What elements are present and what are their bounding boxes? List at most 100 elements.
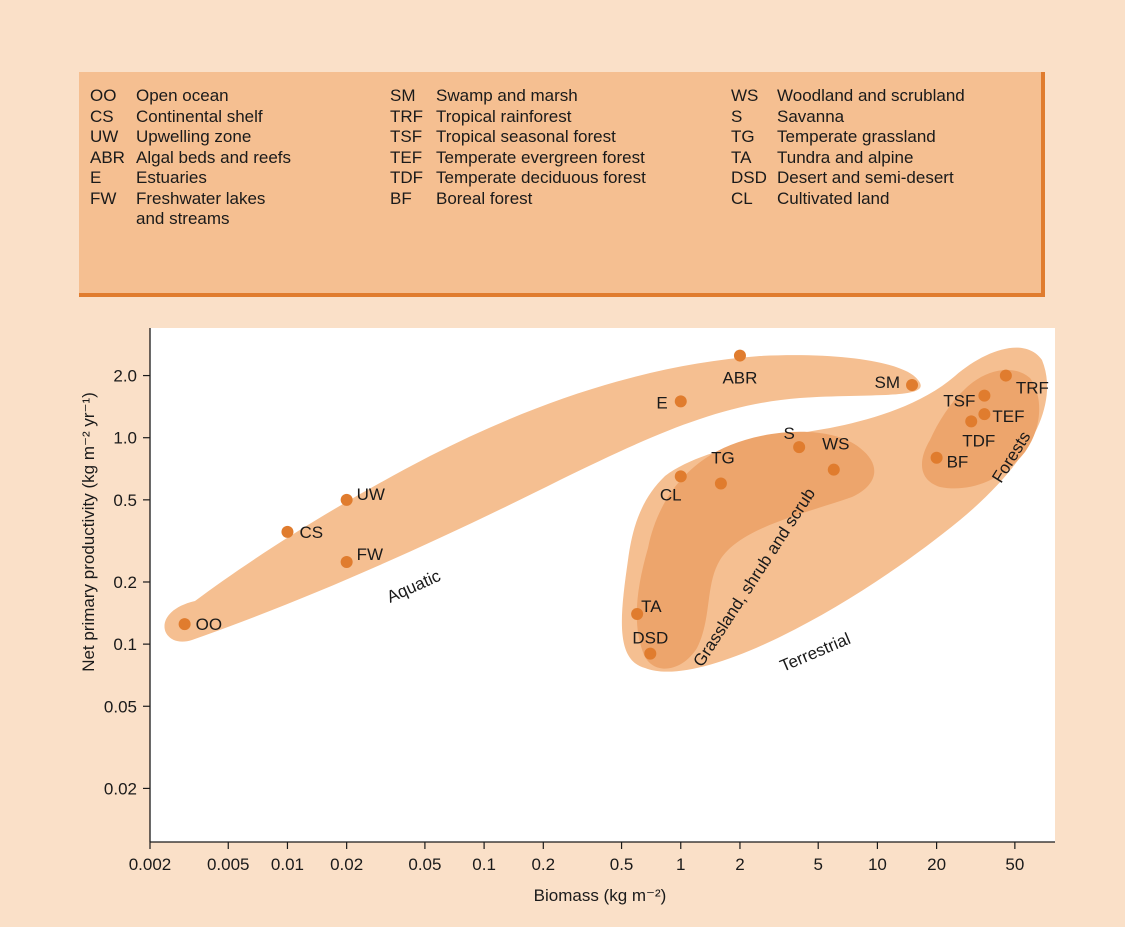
legend-entry: TEF Temperate evergreen forest: [390, 148, 646, 169]
regions: [164, 347, 1048, 672]
legend-entry: CS Continental shelf: [90, 107, 291, 128]
x-tick-label: 0.1: [472, 855, 496, 874]
data-point-abr: [733, 349, 746, 362]
x-tick-label: 0.5: [610, 855, 634, 874]
legend-entry: TA Tundra and alpine: [731, 148, 965, 169]
y-axis-label: Net primary productivity (kg m⁻² yr⁻¹): [79, 392, 98, 672]
legend-description: Temperate grassland: [777, 127, 936, 146]
legend-entry: BF Boreal forest: [390, 189, 646, 210]
x-tick-label: 50: [1005, 855, 1024, 874]
y-tick-label: 0.1: [113, 635, 137, 654]
data-point-sm: [906, 379, 919, 392]
x-tick-label: 0.01: [271, 855, 304, 874]
y-tick-label: 0.05: [104, 697, 137, 716]
legend-abbreviation: E: [90, 168, 102, 187]
data-point-trf: [999, 369, 1012, 382]
point-label-abr: ABR: [722, 369, 757, 388]
legend-description: Algal beds and reefs: [136, 147, 291, 167]
y-tick-label: 0.2: [113, 573, 137, 592]
x-tick-label: 5: [813, 855, 822, 874]
legend-entry: SM Swamp and marsh: [390, 86, 646, 107]
point-label-ws: WS: [822, 435, 849, 454]
legend-entry: TDF Temperate deciduous forest: [390, 168, 646, 189]
y-tick-label: 0.5: [113, 491, 137, 510]
x-tick-label: 0.005: [207, 855, 250, 874]
point-label-tef: TEF: [992, 407, 1024, 426]
legend-abbreviation: FW: [90, 188, 117, 208]
point-label-bf: BF: [947, 453, 969, 472]
aquatic-region: [164, 355, 921, 642]
legend-description: Open ocean: [136, 86, 229, 105]
point-label-e: E: [656, 393, 667, 412]
legend-abbreviation: OO: [90, 86, 117, 105]
legend-abbreviation: TG: [731, 127, 755, 146]
legend-description: Freshwater lakes and streams: [136, 188, 266, 229]
data-point-bf: [930, 451, 943, 464]
legend-entry: TG Temperate grassland: [731, 127, 965, 148]
data-point-e: [674, 395, 687, 408]
x-tick-label: 1: [676, 855, 685, 874]
point-label-tdf: TDF: [962, 431, 995, 450]
legend-column: WS Woodland and scrubland S Savanna TG Temper…: [731, 86, 965, 209]
region-label-terrestrial: Terrestrial: [777, 629, 853, 676]
y-tick-label: 1.0: [113, 429, 137, 448]
point-label-fw: FW: [357, 545, 383, 564]
point-label-cs: CS: [299, 523, 323, 542]
legend-entry: TRF Tropical rainforest: [390, 107, 646, 128]
legend-description: Tropical rainforest: [436, 106, 572, 126]
region-label-aquatic: Aquatic: [384, 566, 444, 607]
legend-abbreviation: SM: [390, 86, 416, 105]
legend-entry: S Savanna: [731, 107, 965, 128]
x-tick-label: 2: [735, 855, 744, 874]
data-point-tsf: [978, 389, 991, 402]
x-tick-label: 0.02: [330, 855, 363, 874]
data-point-dsd: [644, 647, 657, 660]
legend-description: Continental shelf: [136, 106, 263, 126]
point-label-ta: TA: [641, 597, 662, 616]
abbreviation-legend: OO Open ocean CS Continental shelf UW Upwelli…: [79, 72, 1045, 297]
point-label-tsf: TSF: [943, 392, 975, 411]
legend-entry: ABR Algal beds and reefs: [90, 148, 291, 169]
legend-description: Savanna: [777, 106, 845, 126]
legend-abbreviation: TRF: [390, 106, 424, 126]
data-point-s: [793, 441, 806, 454]
legend-description: Woodland and scrubland: [777, 86, 965, 105]
data-point-uw: [340, 493, 353, 506]
point-label-cl: CL: [660, 485, 682, 504]
legend-entry: FW Freshwater lakes and streams: [90, 189, 291, 230]
x-axis-label: Biomass (kg m⁻²): [534, 886, 667, 905]
legend-abbreviation: BF: [390, 188, 412, 208]
x-tick-label: 0.2: [531, 855, 555, 874]
legend-abbreviation: TEF: [390, 147, 423, 167]
x-tick-label: 20: [927, 855, 946, 874]
legend-description: Cultivated land: [777, 188, 890, 208]
x-tick-label: 10: [868, 855, 887, 874]
data-point-oo: [178, 618, 191, 631]
legend-description: Tropical seasonal forest: [436, 127, 616, 146]
legend-entry: CL Cultivated land: [731, 189, 965, 210]
legend-abbreviation: WS: [731, 86, 759, 105]
axes: 0.002 0.005 0.01 0.02 0.05 0.1 0.2 0.5 1 2 5 10 20 50…: [104, 328, 1055, 874]
data-point-fw: [340, 555, 353, 568]
legend-entry: TSF Tropical seasonal forest: [390, 127, 646, 148]
point-label-sm: SM: [875, 373, 901, 392]
legend-description: Estuaries: [136, 168, 207, 187]
legend-description: Upwelling zone: [136, 127, 252, 146]
point-label-uw: UW: [357, 485, 385, 504]
legend-abbreviation: CL: [731, 188, 753, 208]
data-point-tg: [714, 477, 727, 490]
legend-entry: E Estuaries: [90, 168, 291, 189]
legend-entry: OO Open ocean: [90, 86, 291, 107]
point-label-oo: OO: [196, 615, 222, 634]
data-point-ta: [631, 607, 644, 620]
legend-entry: DSD Desert and semi-desert: [731, 168, 965, 189]
legend-abbreviation: DSD: [731, 168, 767, 187]
legend-description: Boreal forest: [436, 188, 533, 208]
point-label-trf: TRF: [1016, 379, 1049, 398]
legend-abbreviation: ABR: [90, 147, 125, 167]
y-tick-label: 2.0: [113, 367, 137, 386]
data-point-cl: [674, 470, 687, 483]
data-point-cs: [281, 525, 294, 538]
